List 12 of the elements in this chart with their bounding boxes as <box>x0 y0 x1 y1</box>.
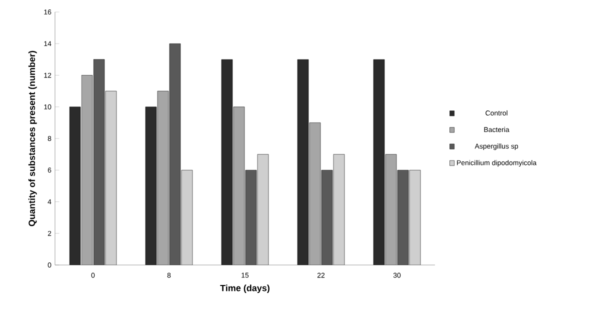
bar <box>321 170 333 265</box>
bar <box>257 154 269 265</box>
y-axis-title: Quantity of substances present (number) <box>28 50 37 226</box>
bar <box>245 170 257 265</box>
bar <box>93 59 105 265</box>
bar <box>169 43 181 265</box>
bar <box>333 154 345 265</box>
bar <box>397 170 409 265</box>
bar <box>105 90 117 265</box>
bar <box>181 170 193 265</box>
bar <box>409 170 421 265</box>
x-axis-title: Time (days) <box>220 284 270 294</box>
